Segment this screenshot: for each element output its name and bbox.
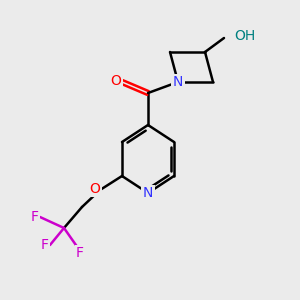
Text: F: F <box>76 246 84 260</box>
Text: O: O <box>111 74 122 88</box>
Text: N: N <box>143 186 153 200</box>
Text: N: N <box>173 75 183 89</box>
Text: F: F <box>41 238 49 252</box>
Text: OH: OH <box>234 29 255 43</box>
Text: F: F <box>31 210 39 224</box>
Text: O: O <box>90 182 101 196</box>
